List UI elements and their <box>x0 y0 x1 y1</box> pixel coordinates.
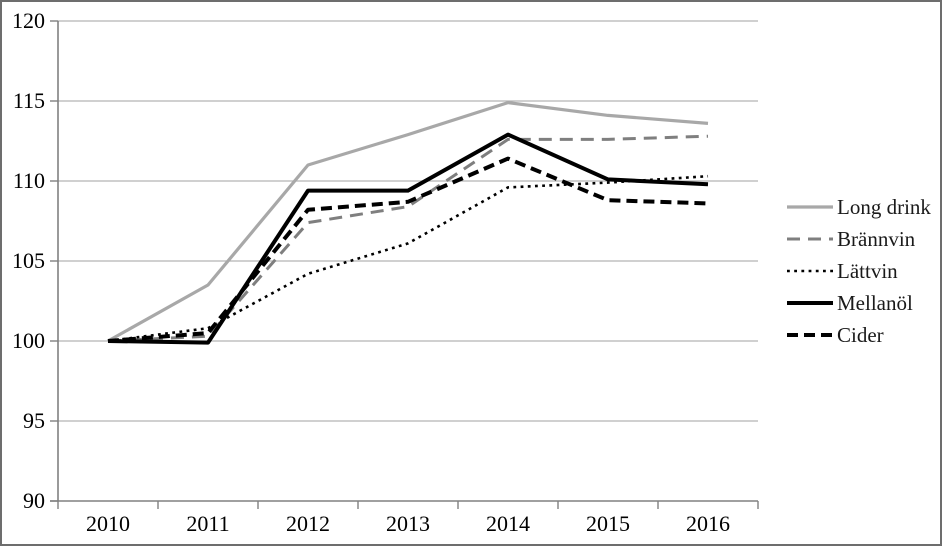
y-tick-label: 90 <box>23 488 45 513</box>
x-year-label: 2014 <box>486 511 530 536</box>
x-year-label: 2015 <box>586 511 630 536</box>
series-line-cider <box>107 156 709 343</box>
series-line-mellan-l <box>107 132 709 345</box>
legend-item-cider: Cider <box>786 319 931 351</box>
x-year-label: 2011 <box>186 511 229 536</box>
y-tick-label: 110 <box>13 168 45 193</box>
legend-line-sample-icon <box>787 269 833 273</box>
x-year-label: 2010 <box>86 511 130 536</box>
y-tick-label: 100 <box>12 328 45 353</box>
y-tick-label: 95 <box>23 408 45 433</box>
x-year-label: 2013 <box>386 511 430 536</box>
y-tick-label: 105 <box>12 248 45 273</box>
series-line-br-nnvin <box>107 134 709 343</box>
series-line-l-ttvin <box>107 174 709 343</box>
legend-item-brannvin: Brännvin <box>786 223 931 255</box>
chart-legend: Long drink Brännvin Lättvin Mellanöl Cid… <box>786 191 931 351</box>
x-year-label: 2016 <box>686 511 730 536</box>
legend-label-brannvin: Brännvin <box>837 226 916 251</box>
legend-item-mellanol: Mellanöl <box>786 287 931 319</box>
series-line-long-drink <box>107 100 709 343</box>
legend-line-sample-icon <box>787 205 833 209</box>
legend-label-lattvin: Lättvin <box>837 258 898 283</box>
legend-line-sample-icon <box>787 237 833 241</box>
legend-label-mellanol: Mellanöl <box>837 290 913 315</box>
x-year-label: 2012 <box>286 511 330 536</box>
legend-line-sample-icon <box>787 301 833 305</box>
y-tick-label: 120 <box>12 8 45 33</box>
legend-line-sample-icon <box>787 333 833 337</box>
legend-label-long-drink: Long drink <box>837 194 931 219</box>
legend-label-cider: Cider <box>837 322 884 347</box>
legend-item-long-drink: Long drink <box>786 191 931 223</box>
legend-item-lattvin: Lättvin <box>786 255 931 287</box>
y-tick-label: 115 <box>13 88 45 113</box>
